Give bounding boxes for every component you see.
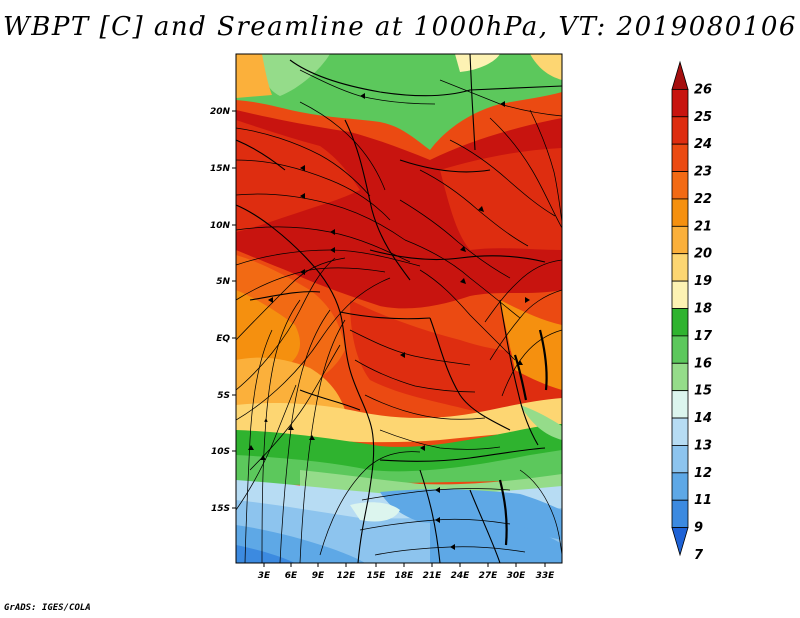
lat-tick-label: 10S — [211, 447, 230, 457]
colorbar-bin — [671, 280, 689, 309]
lat-tick-label: 5S — [217, 391, 230, 401]
lon-axis: 3E 6E 9E 12E 15E 18E 21E 24E 27E 30E 33E — [258, 563, 555, 581]
colorbar-label: 9 — [694, 521, 703, 536]
colorbar: 26 25 24 23 22 21 20 19 18 17 16 15 14 13 12 11 9 7 — [671, 60, 713, 563]
lon-tick-label: 30E — [507, 571, 527, 581]
lat-tick-label: 15N — [210, 164, 231, 174]
colorbar-label: 22 — [694, 192, 712, 207]
lat-tick-label: 10N — [210, 221, 231, 231]
colorbar-bin — [671, 253, 689, 282]
lon-tick-label: 6E — [285, 571, 298, 581]
lon-tick-label: 15E — [367, 571, 387, 581]
colorbar-bin — [671, 472, 689, 501]
lat-tick-label: 15S — [211, 504, 230, 514]
colorbar-bin — [671, 362, 689, 392]
colorbar-label: 15 — [694, 384, 712, 399]
colorbar-label: 21 — [694, 219, 712, 234]
colorbar-bin — [671, 171, 689, 200]
colorbar-bin — [671, 143, 689, 172]
colorbar-label: 18 — [694, 302, 712, 317]
lon-tick-label: 27E — [479, 571, 499, 581]
colorbar-bin — [671, 198, 689, 227]
lat-tick-label: EQ — [216, 334, 230, 344]
lat-axis: 20N 15N 10N 5N EQ 5S 10S 15S — [210, 107, 236, 514]
colorbar-label: 20 — [694, 247, 712, 262]
colorbar-bin — [671, 225, 689, 255]
colorbar-bin — [671, 308, 689, 337]
streamline-arrows — [248, 93, 530, 550]
credit-label: GrADS: IGES/COLA — [4, 603, 91, 613]
lat-tick-label: 5N — [216, 277, 230, 287]
colorbar-label: 17 — [694, 329, 713, 344]
lon-tick-label: 18E — [395, 571, 415, 581]
coastline-borders — [236, 54, 562, 563]
colorbar-label: 26 — [694, 82, 712, 97]
colorbar-bin — [671, 88, 689, 118]
streamlines — [236, 69, 562, 563]
colorbar-label: 11 — [694, 493, 712, 508]
map-frame — [235, 53, 563, 564]
colorbar-label: 13 — [694, 438, 712, 453]
lat-tick-label: 20N — [210, 107, 231, 117]
colorbar-bin — [671, 335, 689, 364]
lon-tick-label: 3E — [258, 571, 271, 581]
map-title: WBPT [C] and Sreamline at 1000hPa, VT: 2… — [3, 12, 797, 42]
colorbar-bin — [671, 390, 689, 419]
colorbar-label: 12 — [694, 466, 712, 481]
lon-tick-label: 21E — [423, 571, 443, 581]
colorbar-label: 25 — [694, 110, 712, 125]
lon-tick-label: 33E — [536, 571, 556, 581]
colorbar-label: 7 — [694, 548, 704, 563]
colorbar-bin — [671, 116, 689, 145]
lon-tick-label: 9E — [312, 571, 325, 581]
colorbar-label: 19 — [694, 274, 712, 289]
lon-tick-label: 24E — [451, 571, 471, 581]
colorbar-bin — [671, 60, 689, 90]
colorbar-label: 16 — [694, 356, 712, 371]
colorbar-label: 23 — [694, 165, 712, 180]
colorbar-label: 14 — [694, 411, 712, 426]
lon-tick-label: 12E — [337, 571, 357, 581]
colorbar-bin — [671, 445, 689, 474]
colorbar-bin — [671, 527, 689, 557]
colorbar-label: 24 — [694, 137, 712, 152]
colorbar-bin — [671, 499, 689, 529]
colorbar-bin — [671, 417, 689, 446]
